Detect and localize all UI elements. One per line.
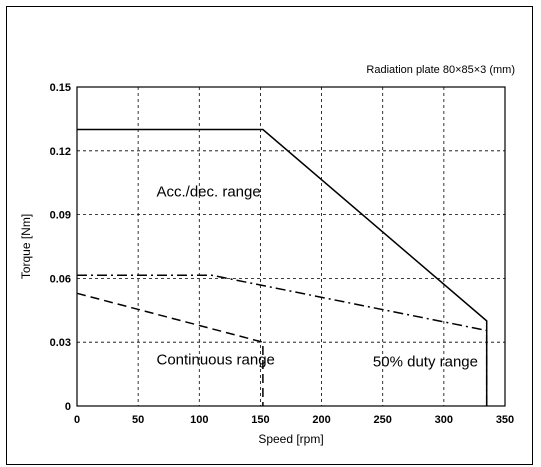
chart-frame	[6, 6, 533, 465]
y-axis-label: Torque [Nm]	[19, 214, 33, 279]
x-tick-label: 250	[374, 414, 392, 426]
series-line-dashed	[76, 292, 264, 406]
x-tick-label: 350	[496, 414, 514, 426]
region-labels: Acc./dec. range Continuous range 50% duty …	[156, 184, 478, 371]
x-tick-label: 300	[435, 414, 453, 426]
y-tick-label: 0.12	[50, 146, 71, 158]
y-tick-label: 0.03	[50, 337, 71, 349]
series-group	[76, 128, 488, 406]
region-label: Continuous range	[156, 352, 274, 369]
radiation-plate-note: Radiation plate 80×85×3 (mm)	[366, 64, 515, 76]
y-tick-label: 0.06	[50, 273, 71, 285]
grid-lines	[77, 87, 505, 406]
tick-labels: 0 50 100 150 200 250 300 350 0 0.03 0.06 0.09 0.12 0.…	[50, 82, 515, 426]
x-axis-label: Speed [rpm]	[258, 432, 323, 446]
x-tick-label: 50	[132, 414, 144, 426]
x-tick-label: 200	[312, 414, 330, 426]
x-tick-label: 100	[190, 414, 208, 426]
y-tick-label: 0.09	[50, 210, 71, 222]
plot-border	[76, 86, 506, 407]
region-label: 50% duty range	[373, 354, 478, 371]
y-tick-label: 0	[65, 401, 71, 413]
x-tick-label: 150	[251, 414, 269, 426]
x-tick-label: 0	[74, 414, 80, 426]
y-tick-label: 0.15	[50, 82, 71, 94]
series-line-dashdot	[77, 274, 488, 406]
region-label: Acc./dec. range	[156, 184, 260, 201]
